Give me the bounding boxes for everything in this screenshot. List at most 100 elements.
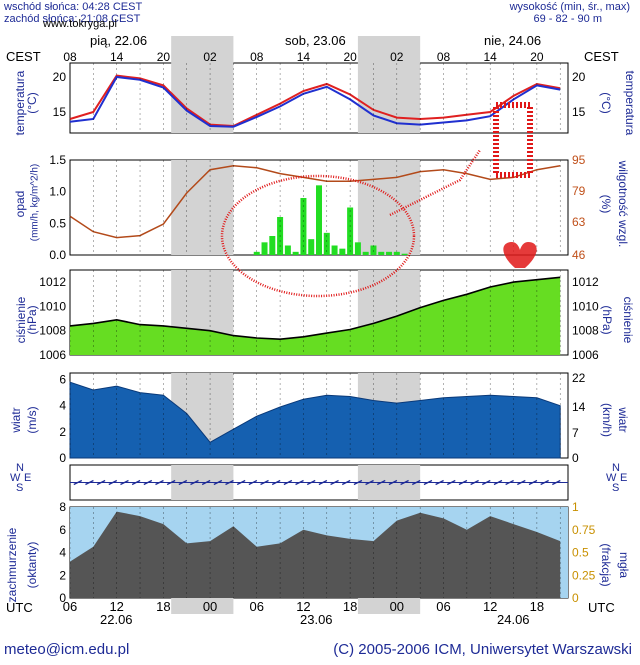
pressure-tick-left: 1012 xyxy=(39,275,66,289)
precip-bar xyxy=(269,236,276,255)
wind-arrow xyxy=(120,479,129,486)
utc-hour-label: 00 xyxy=(390,599,404,614)
site-label: www.tokryga.pl xyxy=(43,18,117,30)
night-band-top xyxy=(171,36,234,63)
wind-arrow xyxy=(330,479,339,486)
wind-arrow xyxy=(178,479,188,486)
utc-hour-label: 18 xyxy=(343,599,357,614)
wind-arrow xyxy=(190,479,199,486)
wind-tick-ms: 6 xyxy=(59,373,66,387)
cest-hour-label: 14 xyxy=(110,50,124,64)
footer-email[interactable]: meteo@icm.edu.pl xyxy=(4,641,130,658)
humidity-tick: 46 xyxy=(572,248,586,262)
precip-bar xyxy=(323,232,330,255)
precip-tick: 0.5 xyxy=(49,216,66,230)
utc-hour-label: 06 xyxy=(250,599,264,614)
pressure-panel xyxy=(69,276,561,355)
fog-tick: 0.25 xyxy=(572,568,596,582)
wind-arrow xyxy=(283,479,293,486)
precip-tick: 0.0 xyxy=(49,248,66,262)
day-label-2: sob, 23.06 xyxy=(285,33,346,48)
temperature-line-2 xyxy=(69,75,561,128)
wind-arrow xyxy=(225,479,234,486)
pressure-tick-right: 1008 xyxy=(572,324,599,338)
wind-tick-kmh: 22 xyxy=(572,371,586,385)
compass-n-left: N xyxy=(16,462,24,474)
wind-arrow xyxy=(365,479,374,486)
pressure-tick-right: 1010 xyxy=(572,299,599,313)
footer-copyright: (C) 2005-2006 ICM, Uniwersytet Warszawsk… xyxy=(333,641,632,658)
wind-arrow xyxy=(540,479,549,486)
wind-arrow xyxy=(201,479,211,486)
compass-n-right: N xyxy=(612,462,620,474)
wind-panel xyxy=(69,381,561,459)
cest-hour-label: 08 xyxy=(437,50,451,64)
cloud-panel xyxy=(70,507,568,598)
wind-arrow xyxy=(73,479,83,486)
wind-arrow xyxy=(505,479,514,486)
compass-s-left: S xyxy=(16,482,24,494)
temp-tick-right: 20 xyxy=(572,70,586,84)
utc-left: UTC xyxy=(6,600,33,615)
scribble-block xyxy=(493,102,533,178)
fog-tick: 0.5 xyxy=(572,546,589,560)
cloud-tick: 6 xyxy=(59,523,66,537)
pressure-tick-right: 1006 xyxy=(572,348,599,362)
wind-arrow xyxy=(248,479,258,486)
humidity-tick: 95 xyxy=(572,153,586,167)
night-band-bottom xyxy=(171,598,234,614)
utc-hour-label: 06 xyxy=(436,599,450,614)
cloud-area xyxy=(70,511,561,598)
utc-hour-label: 18 xyxy=(156,599,170,614)
precip-bar xyxy=(354,242,361,255)
wind-arrow xyxy=(528,479,538,486)
day-bottom-3: 24.06 xyxy=(497,612,530,627)
night-band xyxy=(171,160,234,255)
humidity-tick: 79 xyxy=(572,184,586,198)
wind-arrow xyxy=(353,479,363,486)
wind-arrow xyxy=(411,479,421,486)
precip-tick: 1.5 xyxy=(49,153,66,167)
wind-arrow xyxy=(131,479,141,486)
wind-arrow xyxy=(517,479,526,486)
precip-bar xyxy=(331,245,338,255)
wind-arrow xyxy=(96,479,106,486)
night-band-bottom xyxy=(357,598,421,614)
compass-w-left: W xyxy=(10,472,21,484)
wind-arrow xyxy=(552,479,561,486)
wind-arrow xyxy=(143,479,153,486)
altitude-label: wysokość (min, śr., max) xyxy=(509,1,630,13)
wind-arrow xyxy=(213,479,223,486)
wind-arrow xyxy=(435,479,444,486)
pressure-tick-right: 1012 xyxy=(572,275,599,289)
temp-tick-left: 15 xyxy=(53,105,67,119)
scribble-arrow xyxy=(389,149,482,217)
precip-bar xyxy=(386,251,393,255)
pressure-line xyxy=(69,276,561,341)
cest-hour-label: 08 xyxy=(63,50,77,64)
wind-arrow xyxy=(85,479,94,486)
altitude-values: 69 - 82 - 90 m xyxy=(533,13,602,25)
fog-tick: 0.75 xyxy=(572,523,596,537)
wind-arrow xyxy=(482,479,491,486)
cloud-tick: 8 xyxy=(59,500,66,514)
temperature-panel xyxy=(69,74,561,128)
wind-arrow xyxy=(318,479,328,486)
night-band xyxy=(357,160,421,255)
scribble-ellipse xyxy=(220,174,416,298)
wind-arrow xyxy=(458,479,468,486)
wind-tick-kmh: 0 xyxy=(572,451,579,465)
wind-arrow xyxy=(423,479,433,486)
utc-hour-label: 18 xyxy=(530,599,544,614)
precip-bar xyxy=(261,242,268,255)
compass-w-right: W xyxy=(606,472,617,484)
wind-area xyxy=(70,382,561,458)
cloud-tick: 4 xyxy=(59,546,66,560)
wind-arrow xyxy=(166,479,176,486)
wind-arrow xyxy=(271,479,281,486)
humidity-tick: 63 xyxy=(572,215,586,229)
cest-hour-label: 20 xyxy=(530,50,544,64)
wind-arrow xyxy=(306,479,316,486)
red-scribble-overlay xyxy=(220,102,537,298)
precip-bar xyxy=(401,253,408,255)
